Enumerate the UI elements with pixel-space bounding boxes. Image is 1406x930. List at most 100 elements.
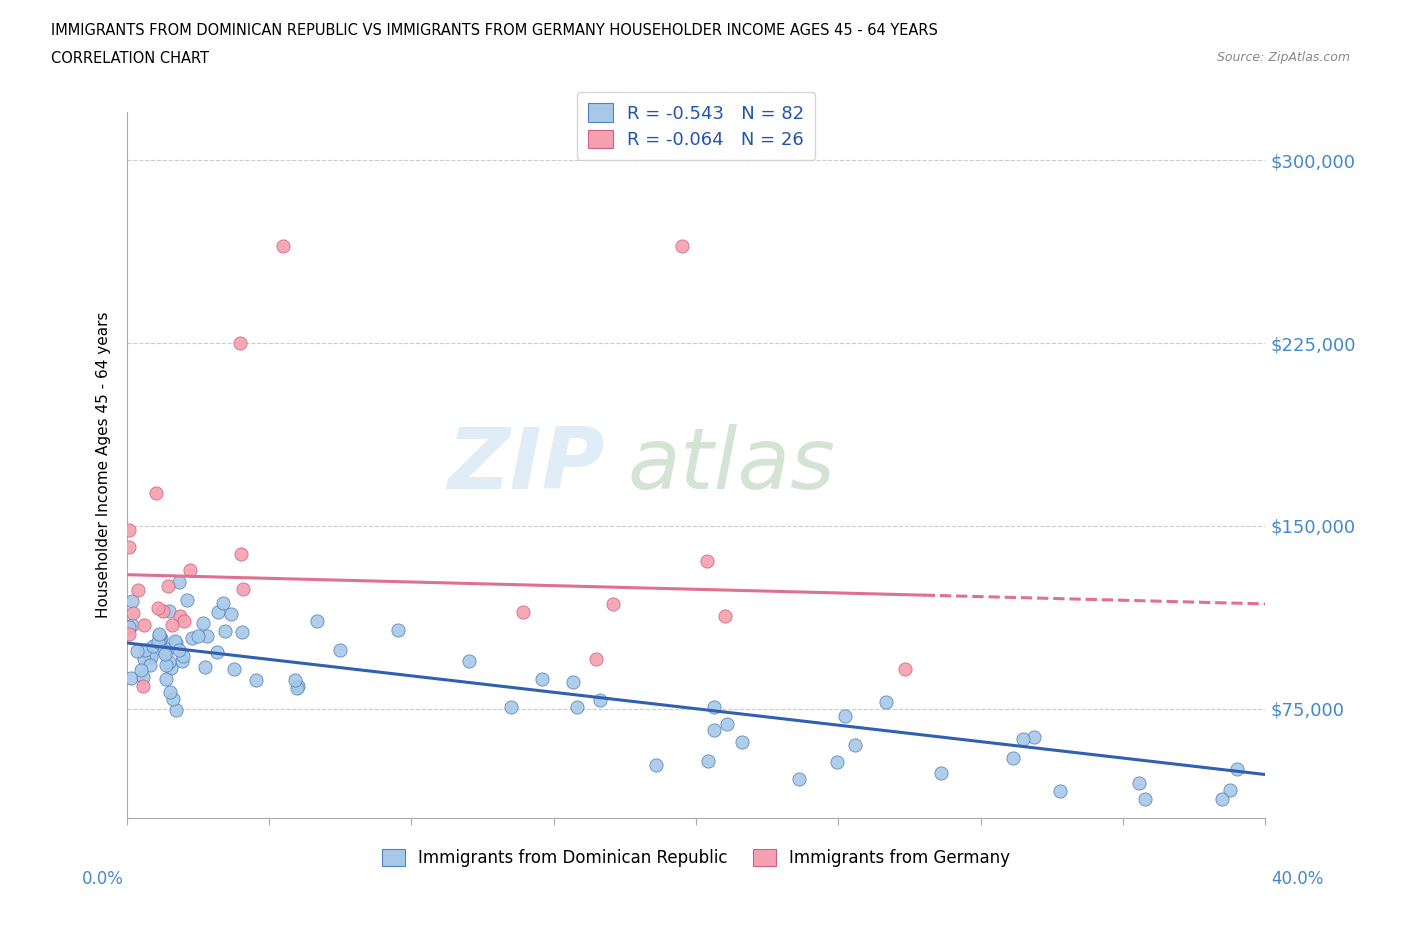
Point bbox=[169, 608, 191, 623]
Point bbox=[157, 578, 180, 593]
Point bbox=[827, 755, 849, 770]
Point bbox=[287, 678, 309, 693]
Point bbox=[187, 628, 209, 643]
Point bbox=[148, 629, 170, 644]
Point bbox=[585, 651, 607, 666]
Point bbox=[214, 624, 236, 639]
Point bbox=[844, 737, 866, 752]
Point bbox=[224, 661, 246, 676]
Point bbox=[152, 604, 174, 618]
Point bbox=[567, 699, 589, 714]
Point bbox=[512, 604, 534, 619]
Point bbox=[157, 604, 180, 618]
Point bbox=[176, 592, 198, 607]
Point bbox=[589, 693, 612, 708]
Point bbox=[530, 671, 553, 686]
Point bbox=[163, 634, 186, 649]
Text: ZIP: ZIP bbox=[447, 423, 605, 507]
Point bbox=[122, 606, 145, 621]
Point bbox=[207, 605, 229, 620]
Point bbox=[787, 772, 810, 787]
Point bbox=[197, 629, 219, 644]
Legend: Immigrants from Dominican Republic, Immigrants from Germany: Immigrants from Dominican Republic, Immi… bbox=[375, 843, 1017, 873]
Point bbox=[245, 672, 267, 687]
Point bbox=[155, 658, 177, 672]
Text: 40.0%: 40.0% bbox=[1271, 870, 1324, 888]
Text: CORRELATION CHART: CORRELATION CHART bbox=[51, 51, 208, 66]
Point bbox=[329, 643, 352, 658]
Point bbox=[149, 631, 172, 646]
Point bbox=[159, 654, 181, 669]
Point bbox=[231, 625, 253, 640]
Point bbox=[121, 618, 143, 632]
Point bbox=[232, 581, 254, 596]
Point bbox=[307, 613, 329, 628]
Point bbox=[139, 649, 162, 664]
Point bbox=[149, 631, 172, 645]
Point bbox=[132, 670, 155, 684]
Point bbox=[134, 618, 156, 632]
Point bbox=[127, 582, 149, 597]
Point bbox=[731, 735, 754, 750]
Point bbox=[118, 539, 141, 554]
Point bbox=[179, 563, 201, 578]
Point bbox=[142, 638, 165, 653]
Point bbox=[602, 596, 624, 611]
Point bbox=[169, 575, 191, 590]
Point bbox=[703, 699, 725, 714]
Point bbox=[194, 660, 217, 675]
Point bbox=[120, 671, 142, 685]
Point bbox=[1128, 776, 1150, 790]
Point bbox=[153, 644, 176, 658]
Point bbox=[165, 702, 187, 717]
Point bbox=[138, 658, 160, 672]
Point bbox=[162, 691, 184, 706]
Point bbox=[138, 649, 160, 664]
Point bbox=[229, 547, 252, 562]
Point bbox=[834, 709, 856, 724]
Text: IMMIGRANTS FROM DOMINICAN REPUBLIC VS IMMIGRANTS FROM GERMANY HOUSEHOLDER INCOME: IMMIGRANTS FROM DOMINICAN REPUBLIC VS IM… bbox=[51, 23, 938, 38]
Point bbox=[132, 679, 155, 694]
Point bbox=[160, 660, 183, 675]
Point bbox=[121, 593, 143, 608]
Point bbox=[153, 647, 176, 662]
Point bbox=[499, 699, 522, 714]
Point bbox=[146, 600, 169, 615]
Point bbox=[132, 652, 155, 667]
Point bbox=[159, 684, 181, 699]
Point bbox=[671, 238, 693, 253]
Point bbox=[211, 596, 233, 611]
Point bbox=[191, 616, 214, 631]
Point bbox=[180, 631, 202, 645]
Point bbox=[219, 606, 242, 621]
Text: Source: ZipAtlas.com: Source: ZipAtlas.com bbox=[1216, 51, 1350, 64]
Point bbox=[644, 757, 666, 772]
Point bbox=[205, 644, 228, 659]
Point bbox=[118, 523, 141, 538]
Point bbox=[1133, 791, 1156, 806]
Point bbox=[1049, 784, 1071, 799]
Point bbox=[1226, 761, 1249, 776]
Point bbox=[118, 627, 141, 642]
Point bbox=[134, 643, 156, 658]
Y-axis label: Householder Income Ages 45 - 64 years: Householder Income Ages 45 - 64 years bbox=[96, 312, 111, 618]
Point bbox=[165, 635, 187, 650]
Point bbox=[713, 608, 735, 623]
Point bbox=[1219, 783, 1241, 798]
Point bbox=[716, 716, 738, 731]
Text: 0.0%: 0.0% bbox=[82, 870, 124, 888]
Point bbox=[118, 619, 141, 634]
Point bbox=[696, 553, 718, 568]
Point bbox=[1211, 791, 1233, 806]
Point bbox=[155, 671, 177, 686]
Point bbox=[458, 654, 481, 669]
Point bbox=[156, 642, 179, 657]
Point bbox=[145, 486, 167, 501]
Point bbox=[561, 674, 583, 689]
Point bbox=[229, 336, 252, 351]
Point bbox=[172, 649, 194, 664]
Text: atlas: atlas bbox=[627, 423, 835, 507]
Point bbox=[146, 634, 169, 649]
Point bbox=[129, 662, 152, 677]
Point bbox=[1012, 731, 1035, 746]
